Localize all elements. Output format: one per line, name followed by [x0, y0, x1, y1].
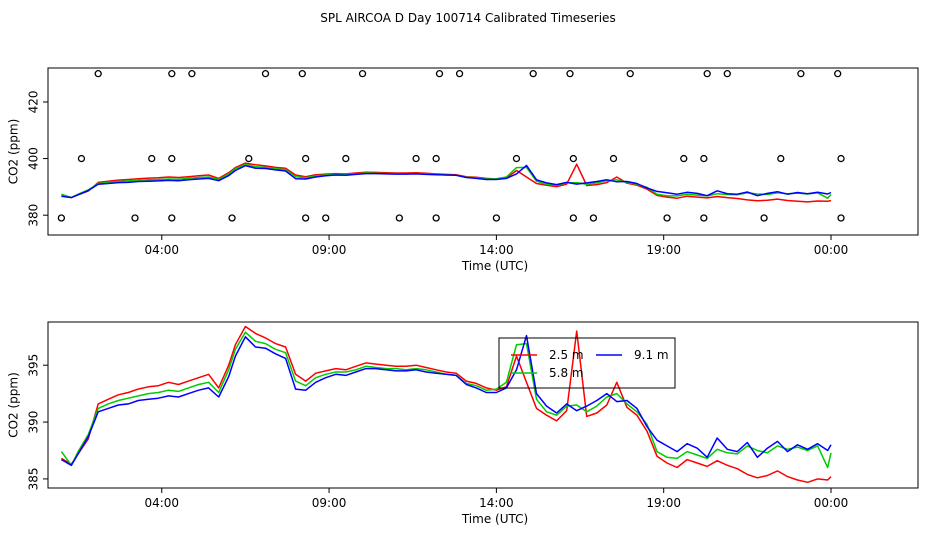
- calibration-point: [723, 70, 731, 78]
- series-line-9-1-m: [61, 334, 832, 467]
- x-tick-label: 00:00: [814, 496, 849, 510]
- calibration-point: [131, 214, 139, 222]
- calibration-point: [663, 214, 671, 222]
- y-tick-label: 390: [27, 411, 41, 434]
- x-tick-label: 09:00: [312, 496, 347, 510]
- legend-label: 5.8 m: [549, 366, 584, 380]
- calibration-point: [298, 70, 306, 78]
- calibration-point: [703, 70, 711, 78]
- x-tick-label: 19:00: [646, 243, 681, 257]
- x-tick-label: 14:00: [479, 243, 514, 257]
- bottom-panel-co2-timeseries: 04:00 09:00 14:00 19:00 00:00 385 390 395 Time (…: [7, 321, 919, 526]
- calibration-point: [412, 154, 420, 163]
- calibration-point: [148, 154, 156, 163]
- calibration-point: [322, 214, 330, 222]
- series-line-5-8-m: [60, 331, 832, 469]
- figure-title: SPL AIRCOA D Day 100714 Calibrated Times…: [320, 11, 615, 25]
- series-lines: [61, 162, 832, 203]
- calibration-point: [435, 70, 444, 78]
- calibration-point: [569, 154, 577, 163]
- calibration-point: [245, 154, 253, 163]
- calibration-point: [680, 154, 688, 163]
- calibration-point: [302, 154, 310, 163]
- calibration-point: [700, 214, 708, 222]
- calibration-point: [797, 70, 805, 78]
- calibration-point: [302, 214, 310, 222]
- calibration-point: [589, 214, 598, 222]
- x-tick-label: 04:00: [144, 243, 179, 257]
- legend: 2.5 m 5.8 m 9.1 m: [498, 337, 676, 389]
- calibration-point: [261, 70, 270, 78]
- calibration-point: [342, 154, 350, 163]
- y-tick-label: 420: [27, 91, 41, 114]
- plot-frame: [47, 67, 919, 236]
- calibration-point: [57, 214, 66, 222]
- series-line-9-1-m: [61, 164, 832, 199]
- calibration-point: [700, 154, 708, 163]
- calibration-point: [358, 70, 367, 78]
- calibration-point: [760, 214, 768, 222]
- x-tick-label: 00:00: [814, 243, 849, 257]
- calibration-point: [529, 70, 537, 78]
- top-panel-co2-with-calibrations: 04:00 09:00 14:00 19:00 00:00 380 400 420 Time (…: [7, 67, 919, 273]
- calibration-point: [188, 70, 196, 78]
- x-axis-label: Time (UTC): [461, 259, 528, 273]
- y-axis-label: CO2 (ppm): [7, 372, 21, 438]
- plot-frame: [47, 321, 919, 489]
- calibration-point: [777, 154, 785, 163]
- x-tick-label: 09:00: [312, 243, 347, 257]
- calibration-point: [432, 154, 440, 163]
- calibration-point: [569, 214, 577, 222]
- legend-box: [498, 337, 676, 389]
- y-tick-label: 395: [27, 354, 41, 377]
- calibration-points: [57, 70, 845, 222]
- calibration-point: [168, 70, 176, 78]
- y-tick-label: 400: [27, 147, 41, 170]
- calibration-point: [837, 214, 845, 222]
- x-axis-label: Time (UTC): [461, 512, 528, 526]
- calibration-point: [455, 70, 464, 78]
- series-line-2-5-m: [61, 162, 832, 203]
- y-tick-label: 380: [27, 204, 41, 227]
- calibration-point: [77, 154, 86, 163]
- calibration-point: [94, 70, 102, 78]
- calibration-point: [432, 214, 440, 222]
- calibration-point: [837, 154, 845, 163]
- y-axis-label: CO2 (ppm): [7, 119, 21, 185]
- calibration-point: [626, 70, 634, 78]
- calibration-point: [168, 154, 176, 163]
- x-tick-label: 14:00: [479, 496, 514, 510]
- calibration-point: [168, 214, 176, 222]
- calibration-point: [395, 214, 403, 222]
- legend-label: 2.5 m: [549, 348, 584, 362]
- series-lines: [60, 325, 832, 484]
- calibration-point: [609, 154, 618, 163]
- legend-label: 9.1 m: [634, 348, 669, 362]
- y-tick-label: 385: [27, 467, 41, 490]
- calibration-point: [834, 70, 842, 78]
- calibration-point: [228, 214, 236, 222]
- series-line-2-5-m: [61, 325, 832, 484]
- x-tick-label: 04:00: [144, 496, 179, 510]
- calibration-point: [566, 70, 574, 78]
- calibration-point: [512, 154, 521, 163]
- calibration-point: [492, 214, 501, 222]
- x-tick-label: 19:00: [646, 496, 681, 510]
